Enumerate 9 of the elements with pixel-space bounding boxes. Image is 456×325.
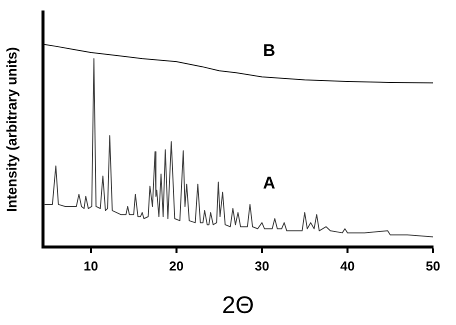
x-tick-label: 30	[254, 258, 270, 274]
x-axis-title: 2Θ	[222, 292, 254, 320]
x-tick-label: 50	[426, 258, 440, 274]
x-tick-label: 10	[84, 258, 98, 274]
series-label: B	[263, 41, 276, 60]
x-tick-label: 40	[340, 258, 355, 274]
y-axis-title: Intensity (arbitrary units)	[3, 47, 20, 212]
series-label: A	[263, 174, 276, 193]
x-tick-label: 20	[169, 258, 184, 274]
